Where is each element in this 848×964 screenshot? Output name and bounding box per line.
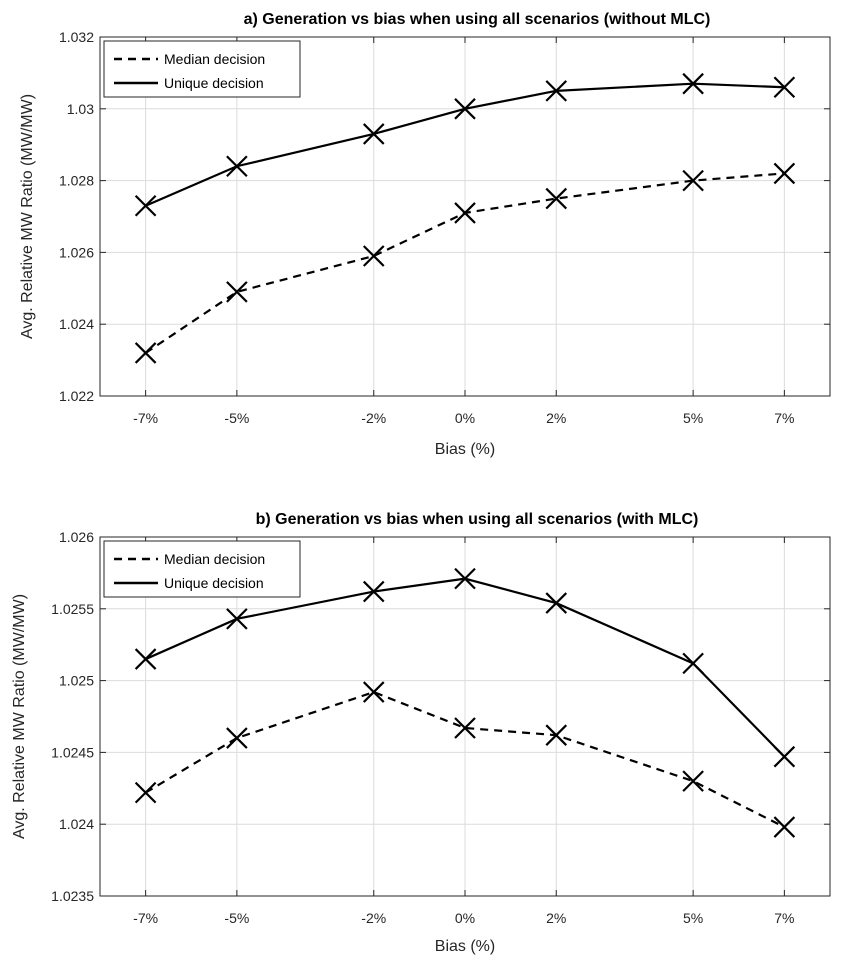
x-tick-label: 5% [683,910,703,926]
x-tick-label: -7% [133,910,158,926]
legend: Median decision Unique decision [103,540,301,598]
x-tick-label: 2% [546,910,566,926]
data-point-marker [134,342,157,364]
x-axis-label: Bias (%) [435,441,495,458]
data-point-marker [454,202,476,224]
data-point-marker [362,580,385,603]
x-tick-label: -5% [224,410,249,426]
y-tick-label: 1.022 [59,388,94,404]
y-tick-label: 1.0245 [51,744,94,760]
data-point-marker [362,681,385,703]
data-point-marker [226,608,248,630]
legend-label: Median decision [164,551,265,567]
x-tick-label: -5% [224,910,249,926]
x-tick-label: -2% [361,910,386,926]
legend-label: Median decision [164,51,265,67]
data-point-marker [773,816,796,838]
x-tick-label: -7% [133,410,158,426]
x-tick-label: 2% [546,410,566,426]
chart-panel-1: -7% -5% -2% 0% 2% 5% 7% 1.022 1.024 1.026 1.028 1.0… [19,11,831,458]
y-axis-label: Avg. Relative MW Ratio (MW/MW) [11,594,28,839]
series-unique-decision [134,72,796,217]
data-point-marker [226,281,248,303]
legend-box [103,40,301,98]
y-tick-label: 1.03 [67,101,94,117]
series-median-decision [134,162,796,364]
data-point-marker [362,245,385,267]
data-point-marker [682,770,704,792]
y-tick-label: 1.024 [59,816,94,832]
data-point-marker [545,187,568,210]
y-tick-label: 1.026 [59,529,94,545]
data-point-marker [773,162,796,185]
legend: Median decision Unique decision [103,40,301,98]
data-point-marker [773,745,796,768]
y-axis-label: Avg. Relative MW Ratio (MW/MW) [19,94,36,339]
chart-title: a) Generation vs bias when using all sce… [244,11,711,28]
data-point-marker [545,592,568,614]
data-point-marker [134,648,157,670]
x-tick-label: 7% [774,910,794,926]
data-point-marker [773,76,796,99]
y-tick-label: 1.025 [59,673,94,689]
x-tick-label: 0% [455,410,475,426]
data-point-marker [226,727,248,749]
y-tick-label: 1.032 [59,29,94,45]
legend-box [103,540,301,598]
data-point-marker [682,652,704,675]
data-point-marker [226,155,248,178]
data-point-marker [134,194,157,217]
series-unique-decision [134,567,796,768]
y-tick-label: 1.024 [59,316,94,332]
data-point-marker [682,72,704,95]
legend-label: Unique decision [164,75,264,91]
series-median-decision [134,681,796,838]
data-point-marker [454,717,476,739]
y-tick-label: 1.026 [59,244,94,260]
data-point-marker [134,781,157,804]
legend-label: Unique decision [164,575,264,591]
chart-title: b) Generation vs bias when using all sce… [256,511,699,528]
y-tick-label: 1.0255 [51,601,94,617]
data-point-marker [362,123,385,145]
x-tick-label: -2% [361,410,386,426]
x-axis-label: Bias (%) [435,938,495,955]
y-tick-label: 1.028 [59,173,94,189]
x-tick-label: 0% [455,910,475,926]
x-tick-label: 7% [774,410,794,426]
data-point-marker [454,98,476,120]
data-point-marker [545,724,568,746]
x-tick-label: 5% [683,410,703,426]
data-point-marker [682,169,704,192]
data-point-marker [545,80,568,102]
y-tick-label: 1.0235 [51,888,94,904]
chart-panel-2: -7% -5% -2% 0% 2% 5% 7% 1.0235 1.024 1.0245 1.025 1… [11,511,831,955]
data-point-marker [454,567,476,590]
